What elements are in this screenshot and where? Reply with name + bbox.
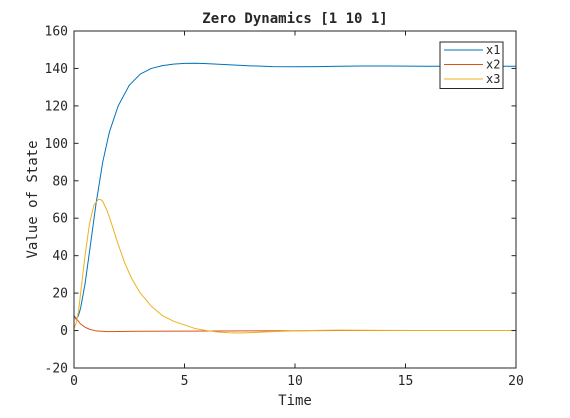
chart-title: Zero Dynamics [1 10 1] [202,11,387,27]
y-tick-label: 160 [45,25,68,40]
y-axis-title: Value of State [25,140,41,258]
series-line-x1 [73,62,516,320]
y-tick-label: 20 [52,287,68,302]
x-tick-label: 0 [70,374,78,389]
y-tick-label: 100 [45,137,68,152]
x-tick-label: 10 [287,374,303,389]
y-tick-label: 120 [45,99,68,114]
y-tick-label: 0 [60,324,68,339]
x-tick-label: 15 [398,374,414,389]
series-layer [73,62,516,334]
x-tick-label: 5 [181,374,189,389]
y-tick-label: 40 [52,249,68,264]
x-axis-title: Time [278,393,312,409]
series-line-x3 [73,199,516,334]
y-tick-label: 60 [52,212,68,227]
x-tick-label: 20 [508,374,524,389]
legend-label-x1: x1 [486,43,500,57]
y-tick-label: -20 [45,362,68,377]
legend-label-x3: x3 [486,72,500,86]
y-tick-label: 80 [52,174,68,189]
legend-label-x2: x2 [486,58,500,72]
y-tick-label: 140 [45,62,68,77]
